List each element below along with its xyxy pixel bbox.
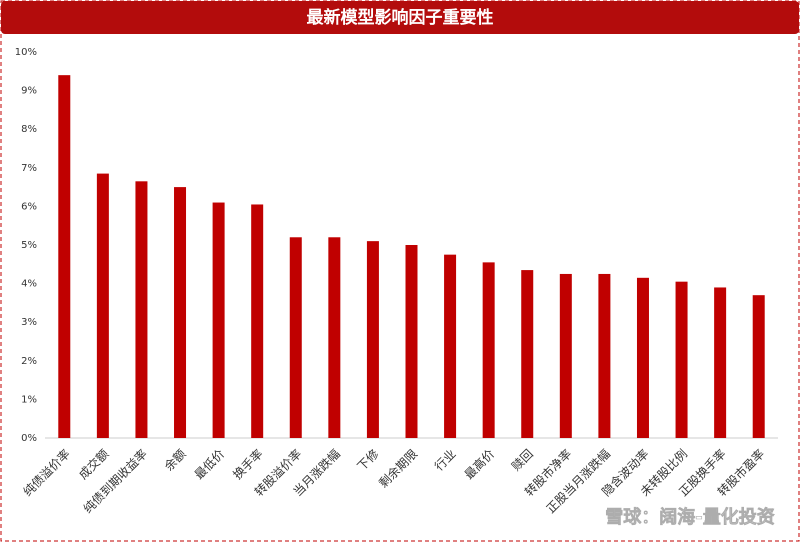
- bar: [96, 173, 109, 438]
- x-tick-label: 最低价: [192, 447, 227, 482]
- x-tick-label: 纯债溢价率: [20, 446, 73, 499]
- bar: [366, 241, 379, 438]
- x-tick-label: 余额: [161, 446, 189, 474]
- bar: [405, 245, 418, 438]
- y-tick-label: 9%: [21, 86, 37, 97]
- y-tick-label: 4%: [21, 279, 37, 290]
- x-tick-label: 成交额: [75, 446, 111, 482]
- chart-title: 最新模型影响因子重要性: [307, 7, 494, 28]
- x-tick-label: 赎回: [509, 447, 536, 474]
- x-tick-label: 行业: [432, 447, 459, 474]
- bar: [174, 187, 187, 438]
- bar: [444, 254, 457, 438]
- x-tick-label: 换手率: [230, 446, 266, 482]
- bar: [598, 273, 611, 438]
- x-tick-label: 最高价: [461, 446, 497, 482]
- bar: [714, 287, 727, 438]
- watermark: 雪球：阔海-量化投资: [605, 506, 774, 528]
- bar: [521, 270, 534, 438]
- bar: [289, 237, 302, 438]
- bar: [636, 277, 649, 438]
- bar: [135, 181, 148, 438]
- bar: [559, 273, 572, 438]
- y-tick-label: 6%: [21, 201, 37, 212]
- title-banner: [1, 1, 799, 34]
- bar: [328, 237, 341, 438]
- y-tick-label: 1%: [21, 394, 37, 405]
- y-tick-label: 10%: [15, 47, 37, 58]
- bar: [251, 204, 264, 438]
- bar: [752, 295, 765, 438]
- y-tick-label: 5%: [21, 240, 37, 251]
- bar: [212, 202, 225, 438]
- y-tick-label: 0%: [21, 433, 37, 444]
- y-tick-label: 7%: [21, 163, 37, 174]
- x-tick-label: 剩余期限: [376, 446, 421, 491]
- y-tick-label: 2%: [21, 356, 37, 367]
- bar: [58, 75, 71, 438]
- y-tick-label: 8%: [21, 124, 37, 135]
- bar: [482, 262, 495, 438]
- bar: [675, 281, 688, 438]
- x-tick-label: 下修: [354, 446, 382, 474]
- y-tick-label: 3%: [21, 317, 37, 328]
